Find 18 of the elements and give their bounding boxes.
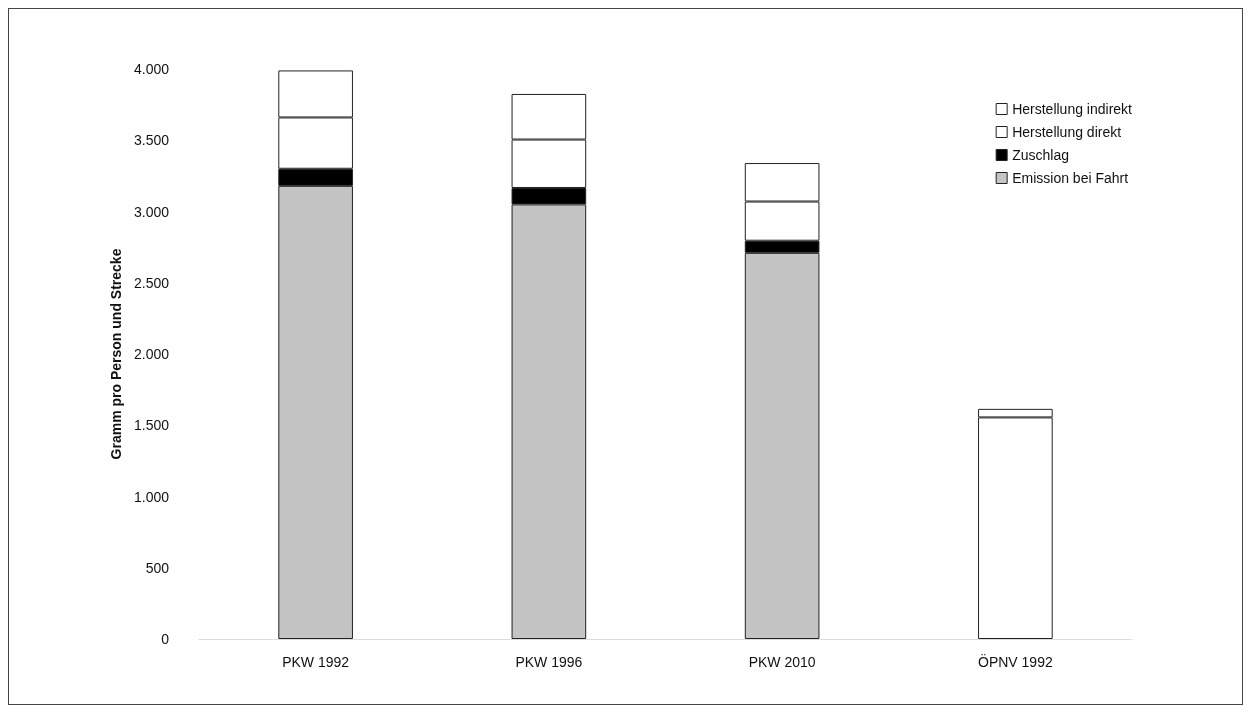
x-tick-label: PKW 2010: [748, 654, 816, 670]
legend-label: Zuschlag: [1012, 147, 1069, 163]
legend-label: Herstellung indirekt: [1012, 101, 1133, 117]
x-tick-label: PKW 1992: [282, 654, 350, 670]
y-tick-label: 0: [161, 631, 170, 647]
y-tick-label: 1.000: [133, 488, 170, 505]
y-tick-label: 3.000: [133, 203, 170, 220]
y-tick-label: 1.500: [133, 417, 170, 434]
legend-label: Herstellung direkt: [1012, 124, 1122, 140]
y-tick-label: 500: [145, 559, 170, 576]
y-tick-label: 3.500: [133, 132, 170, 149]
y-tick-label: 2.500: [133, 274, 170, 291]
y-axis-title: Gramm pro Person und Strecke: [108, 248, 125, 460]
y-tick-label: 2.000: [133, 346, 170, 362]
x-tick-label: ÖPNV 1992: [978, 653, 1053, 670]
legend-label: Emission bei Fahrt: [1012, 170, 1129, 186]
y-tick-label: 4.000: [133, 61, 170, 77]
x-tick-label: PKW 1996: [515, 654, 583, 670]
